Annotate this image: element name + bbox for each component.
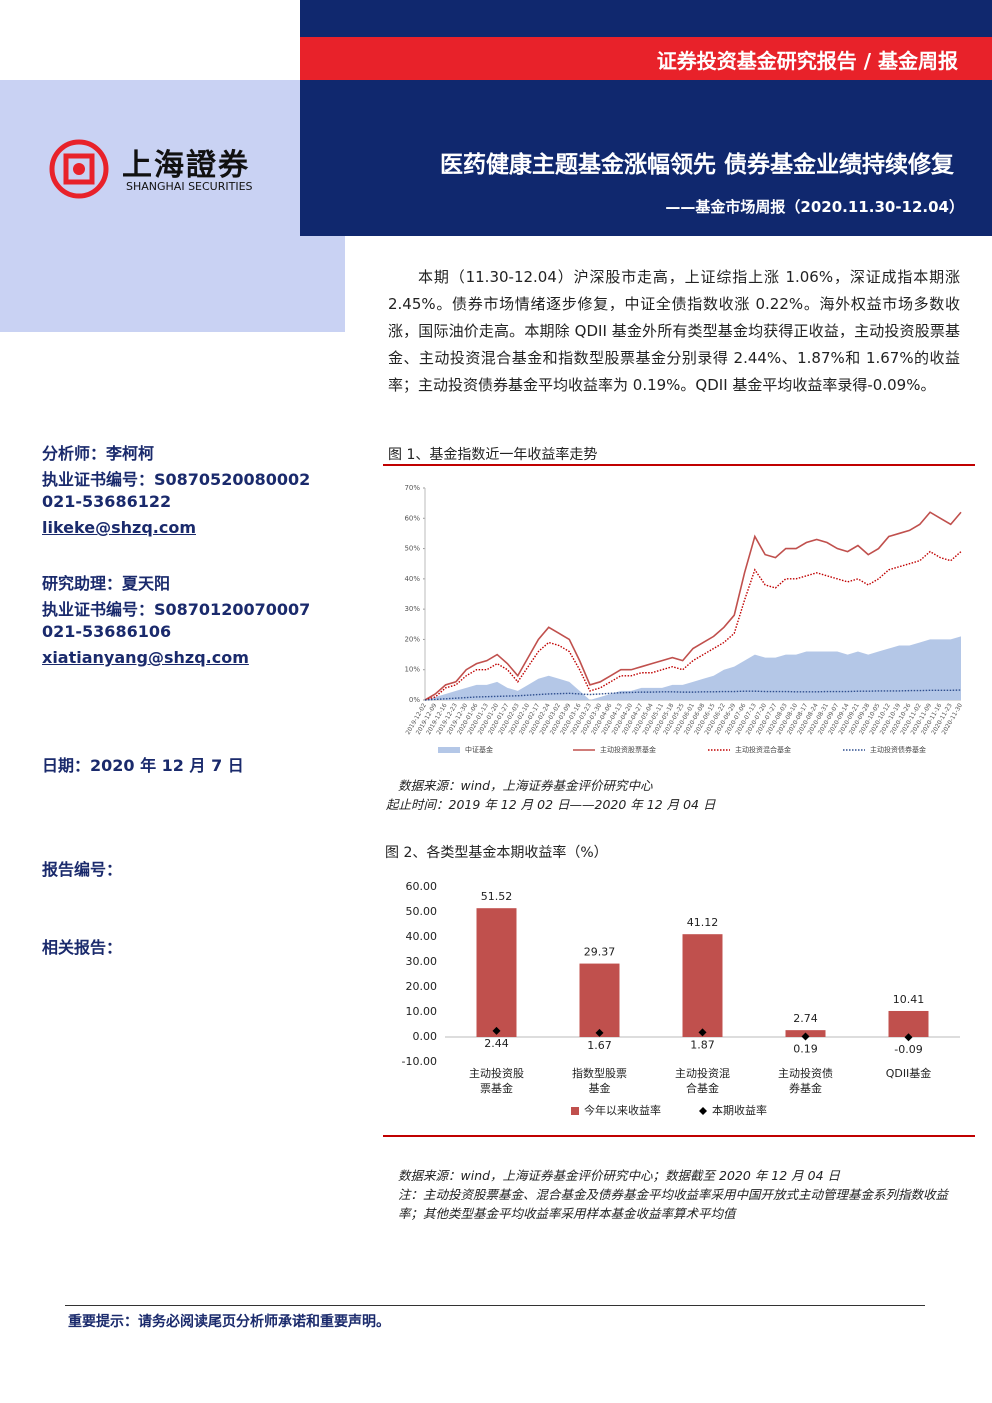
assistant: 研究助理：夏天阳 xyxy=(42,574,171,593)
rule xyxy=(383,1135,975,1137)
logo-cn: 上海證券 xyxy=(122,148,250,183)
report-no: 报告编号： xyxy=(42,860,123,879)
logo-en: SHANGHAI SECURITIES xyxy=(126,180,253,193)
phone: 021-53686122 xyxy=(42,492,172,511)
period: 起止时间：2019 年 12 月 02 日——2020 年 12 月 04 日 xyxy=(386,797,716,812)
line xyxy=(424,511,962,701)
legend-swatch xyxy=(438,747,460,753)
y-tick-label: 70% xyxy=(404,484,420,492)
y-tick-label: 40% xyxy=(404,575,420,583)
category: 证券投资基金研究报告 / 基金周报 xyxy=(656,49,958,73)
value-label: 51.52 xyxy=(481,890,513,903)
legend-label: 主动投资混合基金 xyxy=(735,745,791,754)
y-tick-label: 20% xyxy=(404,635,420,643)
bar xyxy=(476,908,517,1037)
y-tick-label: 50.00 xyxy=(406,905,438,918)
chart: 0%10%20%30%40%50%60%70%2019-12-022019-12… xyxy=(404,484,964,754)
value-label: 29.37 xyxy=(584,946,616,959)
category-band xyxy=(300,37,992,80)
legend-label: 主动投资债券基金 xyxy=(870,745,926,754)
legend-swatch xyxy=(699,1107,707,1115)
phone: 021-53686106 xyxy=(42,622,172,641)
bar xyxy=(888,1010,929,1037)
value-label: 41.12 xyxy=(687,916,719,929)
marker xyxy=(595,1028,604,1037)
x-tick-label: 指数型股票基金 xyxy=(572,1067,627,1095)
chart: -10.00 0.00 10.00 20.00 30.00 40.00 50.00 60.00… xyxy=(402,880,960,1117)
bar xyxy=(682,934,723,1037)
rule xyxy=(383,464,975,466)
legend-label: 主动投资股票基金 xyxy=(600,745,656,754)
y-tick-label: 30% xyxy=(404,605,420,613)
legend-swatch xyxy=(571,1107,579,1115)
area xyxy=(425,636,961,700)
y-tick-label: 60% xyxy=(404,514,420,522)
marker xyxy=(492,1026,501,1035)
value-label: -0.09 xyxy=(894,1043,922,1056)
report-title: 医药健康主题基金涨幅领先 债券基金业绩持续修复 xyxy=(439,152,954,178)
footer: 重要提示：请务必阅读尾页分析师承诺和重要声明。 xyxy=(68,1314,390,1330)
figure-caption: 图 1、基金指数近一年收益率走势 xyxy=(388,447,598,463)
logo-icon xyxy=(49,139,109,199)
figure-caption: 图 2、各类型基金本期收益率（%） xyxy=(385,845,608,861)
y-tick-label: -10.00 xyxy=(402,1055,437,1068)
x-tick-label: 主动投资股票基金 xyxy=(469,1067,524,1095)
marker xyxy=(801,1032,810,1041)
report-subtitle: ——基金市场周报（2020.11.30-12.04） xyxy=(665,198,964,216)
marker xyxy=(698,1028,707,1037)
y-tick-label: 50% xyxy=(404,545,420,553)
email[interactable]: xiatianyang@shzq.com xyxy=(42,648,249,667)
value-label: 1.67 xyxy=(587,1039,612,1052)
y-tick-label: 10% xyxy=(404,666,420,674)
cert: 执业证书编号：S0870120070007 xyxy=(42,600,311,619)
summary: 本期（11.30-12.04）沪深股市走高，上证综指上涨 1.06%，深证成指本… xyxy=(388,268,960,394)
bar xyxy=(579,963,620,1037)
email[interactable]: likeke@shzq.com xyxy=(42,518,196,537)
y-tick-label: 10.00 xyxy=(406,1005,438,1018)
y-tick-label: 0% xyxy=(409,696,420,704)
legend-label: 中证基金 xyxy=(465,745,493,754)
value-label: 0.19 xyxy=(793,1043,818,1056)
x-tick-label: QDII基金 xyxy=(885,1067,932,1080)
line xyxy=(424,689,962,701)
line xyxy=(424,550,962,701)
y-tick-label: 0.00 xyxy=(413,1030,438,1043)
y-tick-label: 40.00 xyxy=(406,930,438,943)
cert: 执业证书编号：S0870520080002 xyxy=(42,470,311,489)
marker xyxy=(904,1033,913,1042)
side-panel xyxy=(0,80,345,332)
y-tick-label: 20.00 xyxy=(406,980,438,993)
related: 相关报告： xyxy=(42,938,123,957)
x-tick-label: 主动投资混合基金 xyxy=(675,1067,730,1095)
chart-wrap: -10.00 0.00 10.00 20.00 30.00 40.00 50.00 60.00… xyxy=(383,868,975,1130)
value-label: 2.44 xyxy=(484,1037,509,1050)
value-label: 2.74 xyxy=(793,1012,818,1025)
legend-label: 本期收益率 xyxy=(712,1103,767,1117)
date: 日期：2020 年 12 月 7 日 xyxy=(42,756,244,775)
x-tick-label: 主动投资债券基金 xyxy=(778,1067,833,1095)
y-tick-label: 30.00 xyxy=(406,955,438,968)
rule xyxy=(65,1305,925,1306)
note: 注：主动投资股票基金、混合基金及债券基金平均收益率采用中国开放式主动管理基金系列… xyxy=(398,1187,949,1221)
source: 数据来源：wind，上海证券基金评价研究中心 xyxy=(398,778,653,793)
value-label: 1.87 xyxy=(690,1038,715,1051)
value-label: 10.41 xyxy=(893,993,925,1006)
source: 数据来源：wind，上海证券基金评价研究中心；数据截至 2020 年 12 月 … xyxy=(398,1168,841,1183)
analyst: 分析师：李柯柯 xyxy=(42,444,155,463)
legend-label: 今年以来收益率 xyxy=(584,1103,661,1117)
y-tick-label: 60.00 xyxy=(406,880,438,893)
